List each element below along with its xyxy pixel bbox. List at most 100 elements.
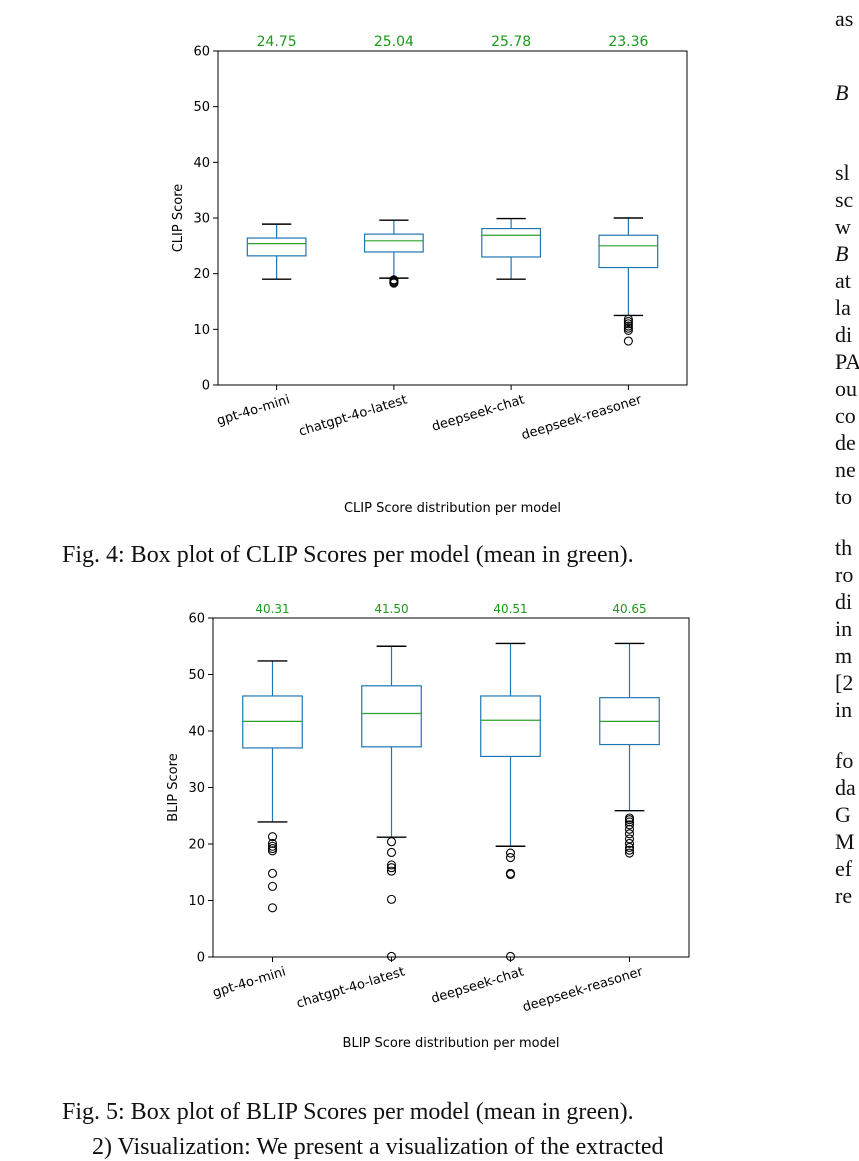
x-axis-label: BLIP Score distribution per model [343, 1036, 560, 1051]
right-column-fragment: [2 [835, 670, 854, 695]
outlier-point [624, 829, 635, 839]
box-chatgpt-4o-latest [363, 219, 424, 288]
y-tick-label: 40 [188, 725, 205, 740]
outlier-point [623, 325, 633, 335]
box-gpt-4o-mini [242, 660, 303, 913]
body-text-bottom: 2) Visualization: We present a visualiza… [92, 1134, 664, 1160]
iqr-box [480, 695, 541, 758]
right-column-fragment: G [835, 802, 851, 827]
plot-frame [212, 617, 690, 958]
outlier-point [267, 868, 278, 878]
mean-label: 25.04 [374, 34, 414, 50]
clip-score-box-plot: 0 10 20 30 40 50 60 CLIP Score 24.75 gpt-4o-mini 2… [171, 34, 688, 516]
outlier-point [505, 853, 516, 863]
right-column-fragment: fo [835, 748, 854, 773]
right-column-fragment: ne [835, 457, 856, 482]
outlier-point [624, 820, 635, 830]
right-column-fragment: m [835, 643, 853, 668]
y-tick-label: 60 [188, 612, 205, 627]
box-chatgpt-4o-latest [361, 645, 422, 961]
outlier-point [505, 848, 516, 858]
outlier-point [267, 838, 278, 848]
mean-label: 25.78 [491, 34, 531, 50]
outlier-point [624, 848, 635, 858]
iqr-box [598, 234, 659, 269]
blip-score-box-plot: 0 10 20 30 40 50 60 BLIP Score 40.31 gpt-4o-mini 4… [166, 602, 690, 1051]
iqr-box [481, 227, 542, 258]
outlier-point [386, 847, 397, 858]
box-deepseek-reasoner [598, 217, 659, 346]
outlier-point [623, 323, 633, 333]
right-column-fragment: at [835, 268, 851, 293]
outlier-point [624, 834, 635, 844]
outlier-point [386, 837, 397, 847]
y-tick-label: 40 [193, 156, 210, 171]
mean-label: 40.51 [493, 602, 527, 616]
y-tick-label: 10 [193, 323, 210, 338]
right-column-fragment: re [835, 883, 853, 908]
outlier-point [623, 314, 633, 324]
right-column-fragment: di [835, 322, 853, 347]
y-tick-label: 50 [188, 668, 205, 683]
outlier-point [386, 860, 397, 870]
right-column-fragment: la [835, 295, 851, 320]
y-axis-label: BLIP Score [166, 753, 181, 821]
outlier-point [267, 832, 278, 842]
mean-label: 41.50 [374, 602, 408, 616]
right-column-fragment: B [835, 241, 849, 266]
box-deepseek-chat [480, 642, 541, 961]
outlier-point [386, 863, 397, 873]
x-tick-label: deepseek-chat [430, 392, 526, 434]
mean-label: 24.75 [257, 34, 297, 50]
iqr-box [246, 237, 307, 257]
outlier-point [267, 846, 278, 856]
right-column-fragment: di [835, 589, 853, 614]
y-tick-label: 20 [193, 267, 210, 282]
y-axis-label: CLIP Score [171, 184, 186, 253]
right-column-fragment: da [835, 775, 856, 800]
x-tick-label: gpt-4o-mini [211, 964, 288, 1000]
outlier-point [267, 841, 278, 851]
outlier-point [267, 881, 278, 891]
outlier-point [267, 903, 278, 913]
mean-label: 40.31 [255, 602, 289, 616]
y-tick-label: 30 [188, 781, 205, 796]
right-column-fragment: sl [835, 160, 850, 185]
right-column-fragment: in [835, 697, 853, 722]
outlier-point [623, 319, 633, 329]
right-column-fragment: M [835, 829, 855, 854]
outlier-point [386, 866, 397, 876]
x-tick-label: chatgpt-4o-latest [297, 392, 409, 439]
y-tick-label: 0 [202, 379, 210, 394]
x-tick-label: chatgpt-4o-latest [295, 964, 407, 1011]
outlier-point [389, 275, 399, 285]
right-column-fragment: PA [835, 349, 859, 374]
figure-4-caption: Fig. 4: Box plot of CLIP Scores per mode… [62, 542, 634, 568]
right-column-fragment: ou [835, 376, 857, 401]
box-deepseek-reasoner [599, 642, 660, 858]
right-column-fragment: w [835, 214, 851, 239]
outlier-point [505, 868, 516, 878]
right-column-fragment: B [835, 80, 849, 105]
outlier-point [624, 845, 635, 855]
outlier-point [623, 321, 633, 331]
outlier-point [624, 824, 635, 834]
right-column-fragment: ro [835, 562, 854, 587]
x-axis-label: CLIP Score distribution per model [344, 501, 561, 516]
x-tick-label: deepseek-reasoner [520, 392, 644, 443]
right-column-fragment: th [835, 535, 853, 560]
x-tick-label: deepseek-chat [430, 964, 526, 1006]
y-tick-label: 50 [193, 100, 210, 115]
outlier-point [624, 817, 635, 827]
right-column-fragment: to [835, 484, 853, 509]
outlier-point [267, 843, 278, 854]
iqr-box [363, 233, 424, 253]
outlier-point [623, 336, 633, 346]
box-deepseek-chat [481, 217, 542, 280]
right-column-fragment: in [835, 616, 853, 641]
box-gpt-4o-mini [246, 223, 307, 280]
figure-5-caption: Fig. 5: Box plot of BLIP Scores per mode… [62, 1099, 634, 1125]
outlier-point [623, 316, 633, 327]
y-tick-label: 20 [188, 838, 205, 853]
